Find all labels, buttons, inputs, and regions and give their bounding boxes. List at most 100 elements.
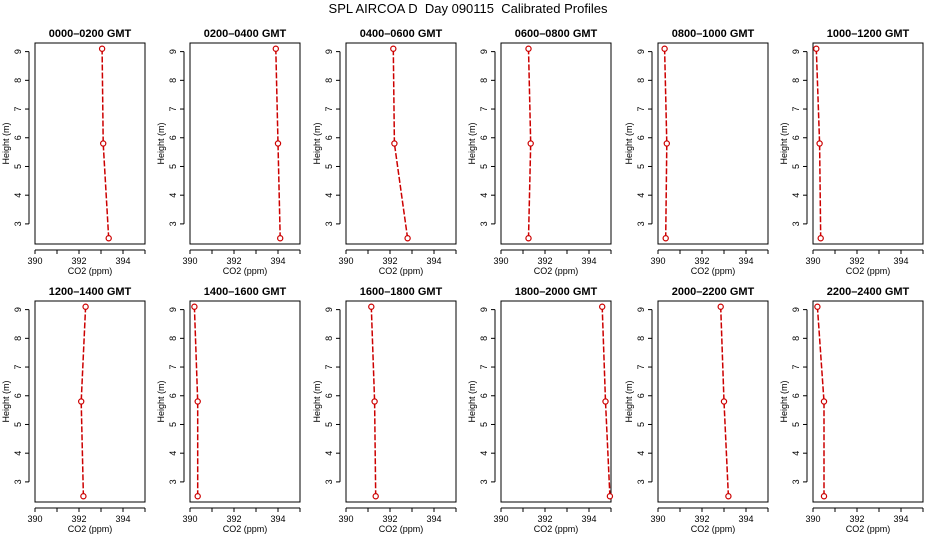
y-tick-label: 3 [636,221,646,226]
x-tick-label: 392 [382,256,397,266]
y-axis-label: Height (m) [312,380,322,422]
x-tick-label: 392 [71,256,86,266]
plot-frame [34,300,146,503]
y-axis: 3 4 5 6 7 8 9 Height (m) [467,307,496,484]
y-tick-label: 8 [13,78,23,83]
y-axis-label: Height (m) [1,380,11,422]
y-tick-label: 5 [636,422,646,427]
plot-frame [657,300,769,503]
panel-title: 2000–2200 GMT [672,286,755,298]
x-axis-label: CO2 (ppm) [379,524,424,534]
x-tick-label: 390 [650,256,665,266]
y-tick-label: 5 [13,164,23,169]
y-tick-label: 6 [13,135,23,140]
y-tick-label: 9 [636,49,646,54]
y-axis-label: Height (m) [779,380,789,422]
y-tick-label: 5 [479,164,489,169]
y-tick-label: 8 [791,336,801,341]
data-point [720,398,728,405]
plot-frame [345,42,457,245]
data-point [725,493,732,500]
y-tick-label: 7 [791,107,801,112]
y-tick-label: 3 [13,479,23,484]
y-tick-label: 4 [479,451,489,456]
y-tick-label: 6 [791,135,801,140]
x-tick-label: 394 [426,256,441,266]
x-tick-label: 392 [71,514,86,524]
data-point [390,45,397,52]
data-point [274,140,282,147]
y-tick-label: 8 [168,78,178,83]
data-point [662,235,669,242]
y-tick-label: 6 [479,135,489,140]
data-point [661,45,668,52]
y-tick-label: 5 [324,422,334,427]
plot-frame [189,300,301,503]
data-point [272,45,279,52]
x-axis-label: CO2 (ppm) [534,524,579,534]
x-tick-label: 394 [270,256,285,266]
y-axis-label: Height (m) [312,122,322,164]
data-point [816,140,823,147]
y-axis-label: Height (m) [624,122,634,164]
x-tick-label: 390 [650,514,665,524]
x-tick-label: 390 [805,256,820,266]
y-tick-label: 4 [479,193,489,198]
y-tick-label: 8 [479,336,489,341]
x-tick-label: 394 [270,514,285,524]
x-tick-label: 394 [738,256,753,266]
x-tick-label: 392 [849,256,864,266]
y-tick-label: 9 [479,49,489,54]
y-tick-label: 4 [636,193,646,198]
data-point [372,493,379,500]
y-tick-label: 7 [636,107,646,112]
x-tick-label: 394 [738,514,753,524]
x-tick-label: 394 [115,514,130,524]
plot-frame [657,42,769,245]
plot-frame [189,42,301,245]
y-tick-label: 7 [13,365,23,370]
y-tick-label: 9 [791,49,801,54]
y-tick-label: 5 [636,164,646,169]
y-tick-label: 4 [13,193,23,198]
y-tick-label: 6 [636,135,646,140]
x-tick-label: 392 [849,514,864,524]
y-tick-label: 8 [13,336,23,341]
data-point [717,303,724,310]
data-point [814,303,821,310]
x-axis-label: CO2 (ppm) [846,524,891,534]
y-tick-label: 7 [168,107,178,112]
panel-title: 0000–0200 GMT [49,28,132,40]
x-tick-label: 390 [182,256,197,266]
data-point [663,140,671,147]
y-tick-label: 7 [479,365,489,370]
x-tick-label: 394 [893,514,908,524]
y-tick-label: 8 [168,336,178,341]
y-tick-label: 7 [324,365,334,370]
y-tick-label: 9 [13,49,23,54]
data-point [525,235,532,242]
y-tick-label: 6 [168,393,178,398]
x-tick-label: 392 [226,514,241,524]
data-point [105,235,112,242]
panel-title: 0800–1000 GMT [672,28,755,40]
y-tick-label: 3 [168,479,178,484]
y-tick-label: 5 [479,422,489,427]
data-point [80,493,87,500]
y-tick-label: 9 [479,307,489,312]
panel-title: 1000–1200 GMT [827,28,910,40]
y-tick-label: 5 [791,164,801,169]
data-point [599,303,606,310]
y-tick-label: 4 [324,193,334,198]
y-tick-label: 7 [13,107,23,112]
panel-title: 1400–1600 GMT [204,286,287,298]
y-tick-label: 9 [168,307,178,312]
